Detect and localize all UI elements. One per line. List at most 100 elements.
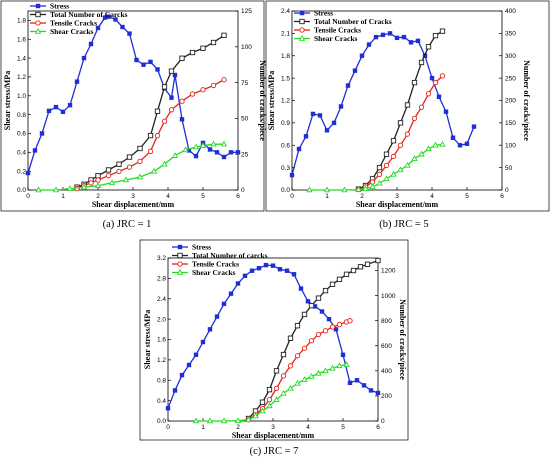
data-point	[169, 95, 174, 100]
data-point	[192, 417, 200, 424]
data-point	[361, 383, 367, 388]
data-point	[450, 135, 456, 140]
y-tick-label: 2.8	[157, 276, 166, 283]
legend-label: Tensile Cracks	[50, 19, 97, 28]
y-tick-label: 0.0	[281, 187, 290, 194]
data-point	[193, 352, 199, 357]
data-point	[336, 362, 343, 369]
data-point	[411, 79, 418, 86]
data-point	[394, 35, 400, 41]
data-point	[404, 161, 411, 168]
panel-frame-a	[0, 0, 265, 212]
data-point	[148, 59, 153, 65]
plot-area-c	[167, 257, 379, 422]
x-tick-label: 2	[236, 424, 240, 431]
series-total-c	[245, 257, 381, 422]
data-point	[280, 373, 287, 379]
data-point	[401, 34, 407, 40]
data-point	[127, 31, 132, 36]
data-point	[343, 271, 350, 277]
y-tick-label: 1.6	[17, 36, 26, 43]
data-point	[207, 147, 213, 152]
data-point	[289, 172, 295, 178]
data-point	[252, 412, 259, 419]
y2-tick-label: 75	[241, 80, 249, 87]
data-point	[315, 295, 322, 301]
data-point	[357, 264, 364, 270]
series-tensile-c	[245, 318, 353, 423]
x-tick-label: 6	[376, 424, 380, 431]
series-stress-a	[25, 14, 241, 176]
x-tick-label: 5	[341, 424, 345, 431]
y-tick-label: 2.1	[281, 31, 290, 38]
data-point	[266, 402, 273, 409]
x-tick-label: 0	[290, 193, 294, 200]
data-point	[326, 316, 332, 322]
data-point	[141, 62, 146, 67]
y-tick-label: 0.0	[157, 418, 166, 425]
y-axis-label: Shear stress/MPa	[3, 71, 12, 130]
x-tick-label: 6	[500, 193, 504, 200]
data-point	[418, 104, 425, 110]
data-point	[150, 167, 158, 174]
data-point	[66, 185, 74, 191]
data-point	[179, 55, 185, 61]
data-point	[32, 148, 38, 153]
data-point	[270, 263, 276, 268]
data-point	[380, 32, 386, 38]
y2-tick-label: 800	[381, 318, 392, 325]
legend-marker	[299, 27, 305, 33]
y-tick-label: 0.9	[281, 120, 290, 127]
data-point	[308, 302, 315, 309]
legend-marker	[299, 10, 305, 16]
series-line	[167, 264, 379, 409]
chart-panel-a: 0 1 2 3 4 5 6 0.0 0.2 0.4 0.6 0.8 1.0 1.2 1.4 1.6 1.8 0 25…	[3, 2, 267, 209]
series-total-a	[74, 32, 227, 190]
y2-tick-label: 0	[381, 418, 385, 425]
x-tick-label: 3	[271, 424, 275, 431]
y-tick-label: 0.8	[17, 112, 26, 119]
data-point	[310, 111, 316, 117]
data-point	[214, 314, 220, 319]
y-tick-label: 0.8	[157, 377, 166, 384]
data-point	[294, 379, 301, 386]
data-point	[52, 186, 60, 193]
data-point	[147, 132, 154, 139]
data-point	[221, 77, 227, 83]
data-point	[415, 38, 421, 44]
panel-frame-c	[139, 239, 409, 441]
data-point	[210, 39, 217, 46]
data-point	[113, 17, 118, 22]
y2-tick-label: 300	[505, 53, 516, 60]
data-point	[161, 118, 168, 124]
data-point	[425, 44, 432, 50]
data-point	[179, 372, 185, 378]
x-tick-label: 6	[236, 193, 240, 200]
data-point	[200, 339, 206, 345]
data-point	[60, 109, 66, 115]
data-point	[280, 351, 287, 358]
y-tick-label: 1.4	[17, 55, 26, 62]
data-point	[347, 380, 353, 385]
data-point	[347, 318, 353, 324]
data-point	[305, 299, 311, 304]
data-point	[315, 369, 322, 376]
data-point	[319, 309, 325, 314]
data-point	[329, 364, 336, 371]
data-point	[436, 94, 442, 99]
y2-axis-label: Number of cracks/piece	[398, 299, 407, 380]
y2-tick-label: 50	[505, 165, 513, 172]
y-tick-label: 2.0	[157, 316, 166, 323]
data-point	[193, 153, 199, 159]
data-point	[383, 175, 390, 182]
series-line	[248, 320, 351, 421]
data-point	[331, 120, 337, 126]
y2-tick-label: 400	[381, 368, 392, 375]
data-point	[235, 150, 241, 155]
data-point	[322, 367, 329, 374]
y-tick-label: 1.2	[157, 357, 166, 364]
data-point	[154, 132, 161, 139]
plot-area-a	[27, 10, 239, 191]
